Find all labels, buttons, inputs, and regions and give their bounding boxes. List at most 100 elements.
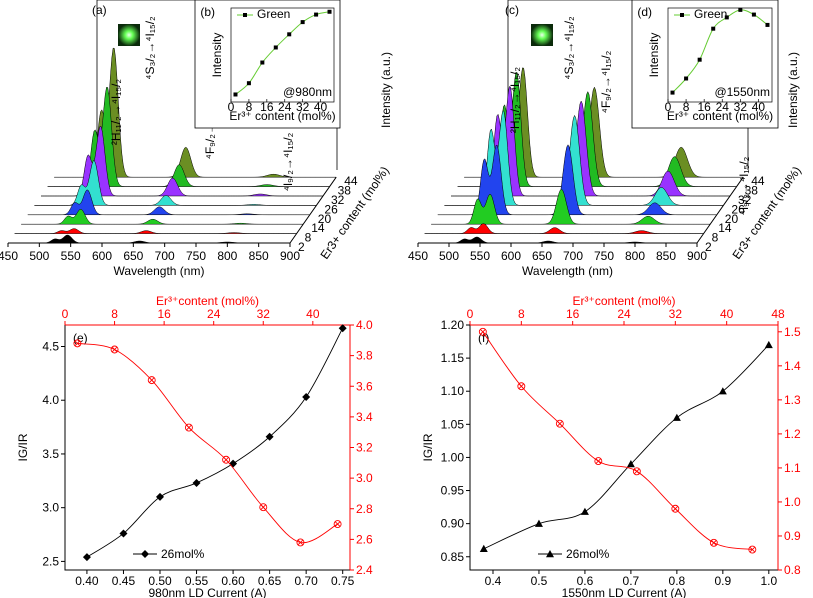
marker: [748, 545, 757, 554]
x-tick-label: 0.60: [221, 574, 245, 588]
marker: [751, 12, 756, 17]
transition-label: ²H₁₁/₂→⁴I₁₅/₂: [508, 67, 522, 133]
z-tick-label: 26: [731, 202, 745, 216]
marker: [184, 423, 193, 432]
x-tick-label: 0.9: [714, 574, 731, 588]
marker: [534, 519, 543, 527]
marker: [156, 492, 164, 501]
x-tick-label: 600: [501, 249, 521, 263]
inset-box: [631, 0, 779, 129]
marker: [738, 7, 743, 12]
marker: [287, 32, 292, 37]
marker: [141, 550, 149, 558]
legend-label: Green: [257, 7, 290, 21]
x-axis-label: Wavelength (nm): [114, 264, 205, 278]
y-axis-label: Intensity: [210, 33, 224, 78]
x2-tick-label: 24: [207, 307, 221, 321]
y2-tick-label: 0.8: [784, 563, 801, 577]
z-tick-label: 20: [725, 212, 739, 226]
y-tick-label: 0.90: [441, 517, 465, 531]
y-tick-label: 1.00: [441, 450, 465, 464]
z-tick-label: 8: [305, 231, 312, 245]
line: [86, 328, 344, 558]
marker: [73, 339, 82, 348]
marker: [764, 340, 773, 349]
marker: [119, 529, 128, 538]
x-tick-label: 0.4: [485, 574, 502, 588]
marker: [709, 538, 718, 547]
x2-tick-label: 16: [566, 307, 580, 321]
transition-label: ⁴F₉/₂→⁴I₁₅/₂: [599, 50, 613, 113]
x-axis-label: Er³⁺ content (mol%): [667, 109, 773, 123]
plot-frame: [64, 324, 351, 571]
x-tick-label: 0.70: [294, 574, 318, 588]
x-tick-label: 1.0: [760, 574, 777, 588]
y-tick-label: 0.95: [441, 484, 465, 498]
legend-label: Green: [694, 7, 727, 21]
x-tick-label: 8: [246, 100, 253, 114]
x-tick-label: 500: [439, 249, 459, 263]
y2-tick-label: 2.6: [356, 532, 373, 546]
x-tick-label: 900: [687, 249, 707, 263]
y2-tick-label: 2.4: [356, 563, 373, 577]
x-tick-label: 600: [92, 249, 112, 263]
x-tick-label: 850: [249, 249, 269, 263]
z-tick-label: 32: [331, 193, 345, 207]
marker: [314, 12, 319, 17]
spectrum: [34, 160, 317, 206]
y2-tick-label: 3.2: [356, 441, 373, 455]
marker: [259, 503, 268, 512]
y2-tick-label: 3.8: [356, 349, 373, 363]
marker: [246, 81, 251, 86]
x-tick-label: 0.65: [258, 574, 282, 588]
x-tick-label: 750: [186, 249, 206, 263]
plot-frame: [230, 7, 335, 103]
y-axis-label: Intensity (a.u.): [786, 52, 800, 128]
line: [482, 331, 753, 551]
z-tick-label: 32: [738, 193, 752, 207]
marker: [296, 538, 305, 547]
marker: [724, 15, 729, 20]
panel-label: (e): [73, 331, 88, 345]
x-tick-label: 8: [683, 100, 690, 114]
y2-tick-label: 3.4: [356, 410, 373, 424]
z-tick-label: 44: [344, 174, 358, 188]
panel-label: (d): [637, 5, 652, 19]
x-tick-label: 750: [594, 249, 614, 263]
marker: [765, 22, 770, 27]
panel-label: (a): [92, 3, 107, 17]
transition-label: ⁴S₃/₂→⁴I₁₅/₂: [143, 16, 157, 80]
marker: [479, 544, 488, 553]
x-tick-label: 32: [296, 100, 310, 114]
x-tick-label: 16: [260, 100, 274, 114]
x-tick-label: 900: [280, 249, 300, 263]
marker: [697, 57, 702, 62]
spectrum: [14, 228, 297, 234]
marker: [300, 20, 305, 25]
z-tick-label: 38: [338, 184, 352, 198]
x-tick-label: 0.75: [331, 574, 355, 588]
x2-tick-label: 0: [467, 307, 474, 321]
spectrum: [431, 188, 711, 225]
marker: [260, 60, 265, 65]
z-tick-label: 44: [751, 174, 765, 188]
marker: [632, 467, 641, 476]
y-tick-label: 4.0: [42, 393, 59, 407]
marker: [711, 26, 716, 31]
x-tick-label: 0: [228, 100, 235, 114]
y2-tick-label: 1.2: [784, 427, 801, 441]
marker: [671, 504, 680, 513]
x-axis-label: 1550nm LD Current (A): [562, 586, 687, 598]
x2-tick-label: 40: [720, 307, 734, 321]
x-tick-label: 0.6: [577, 574, 594, 588]
y2-tick-label: 1.5: [784, 325, 801, 339]
x-axis-label: Er³⁺ content (mol%): [229, 109, 335, 123]
marker: [192, 478, 201, 487]
x2-tick-label: 16: [157, 307, 171, 321]
x-tick-label: 24: [716, 100, 730, 114]
line: [77, 342, 338, 544]
x-tick-label: 450: [408, 249, 428, 263]
y2-tick-label: 3.6: [356, 379, 373, 393]
